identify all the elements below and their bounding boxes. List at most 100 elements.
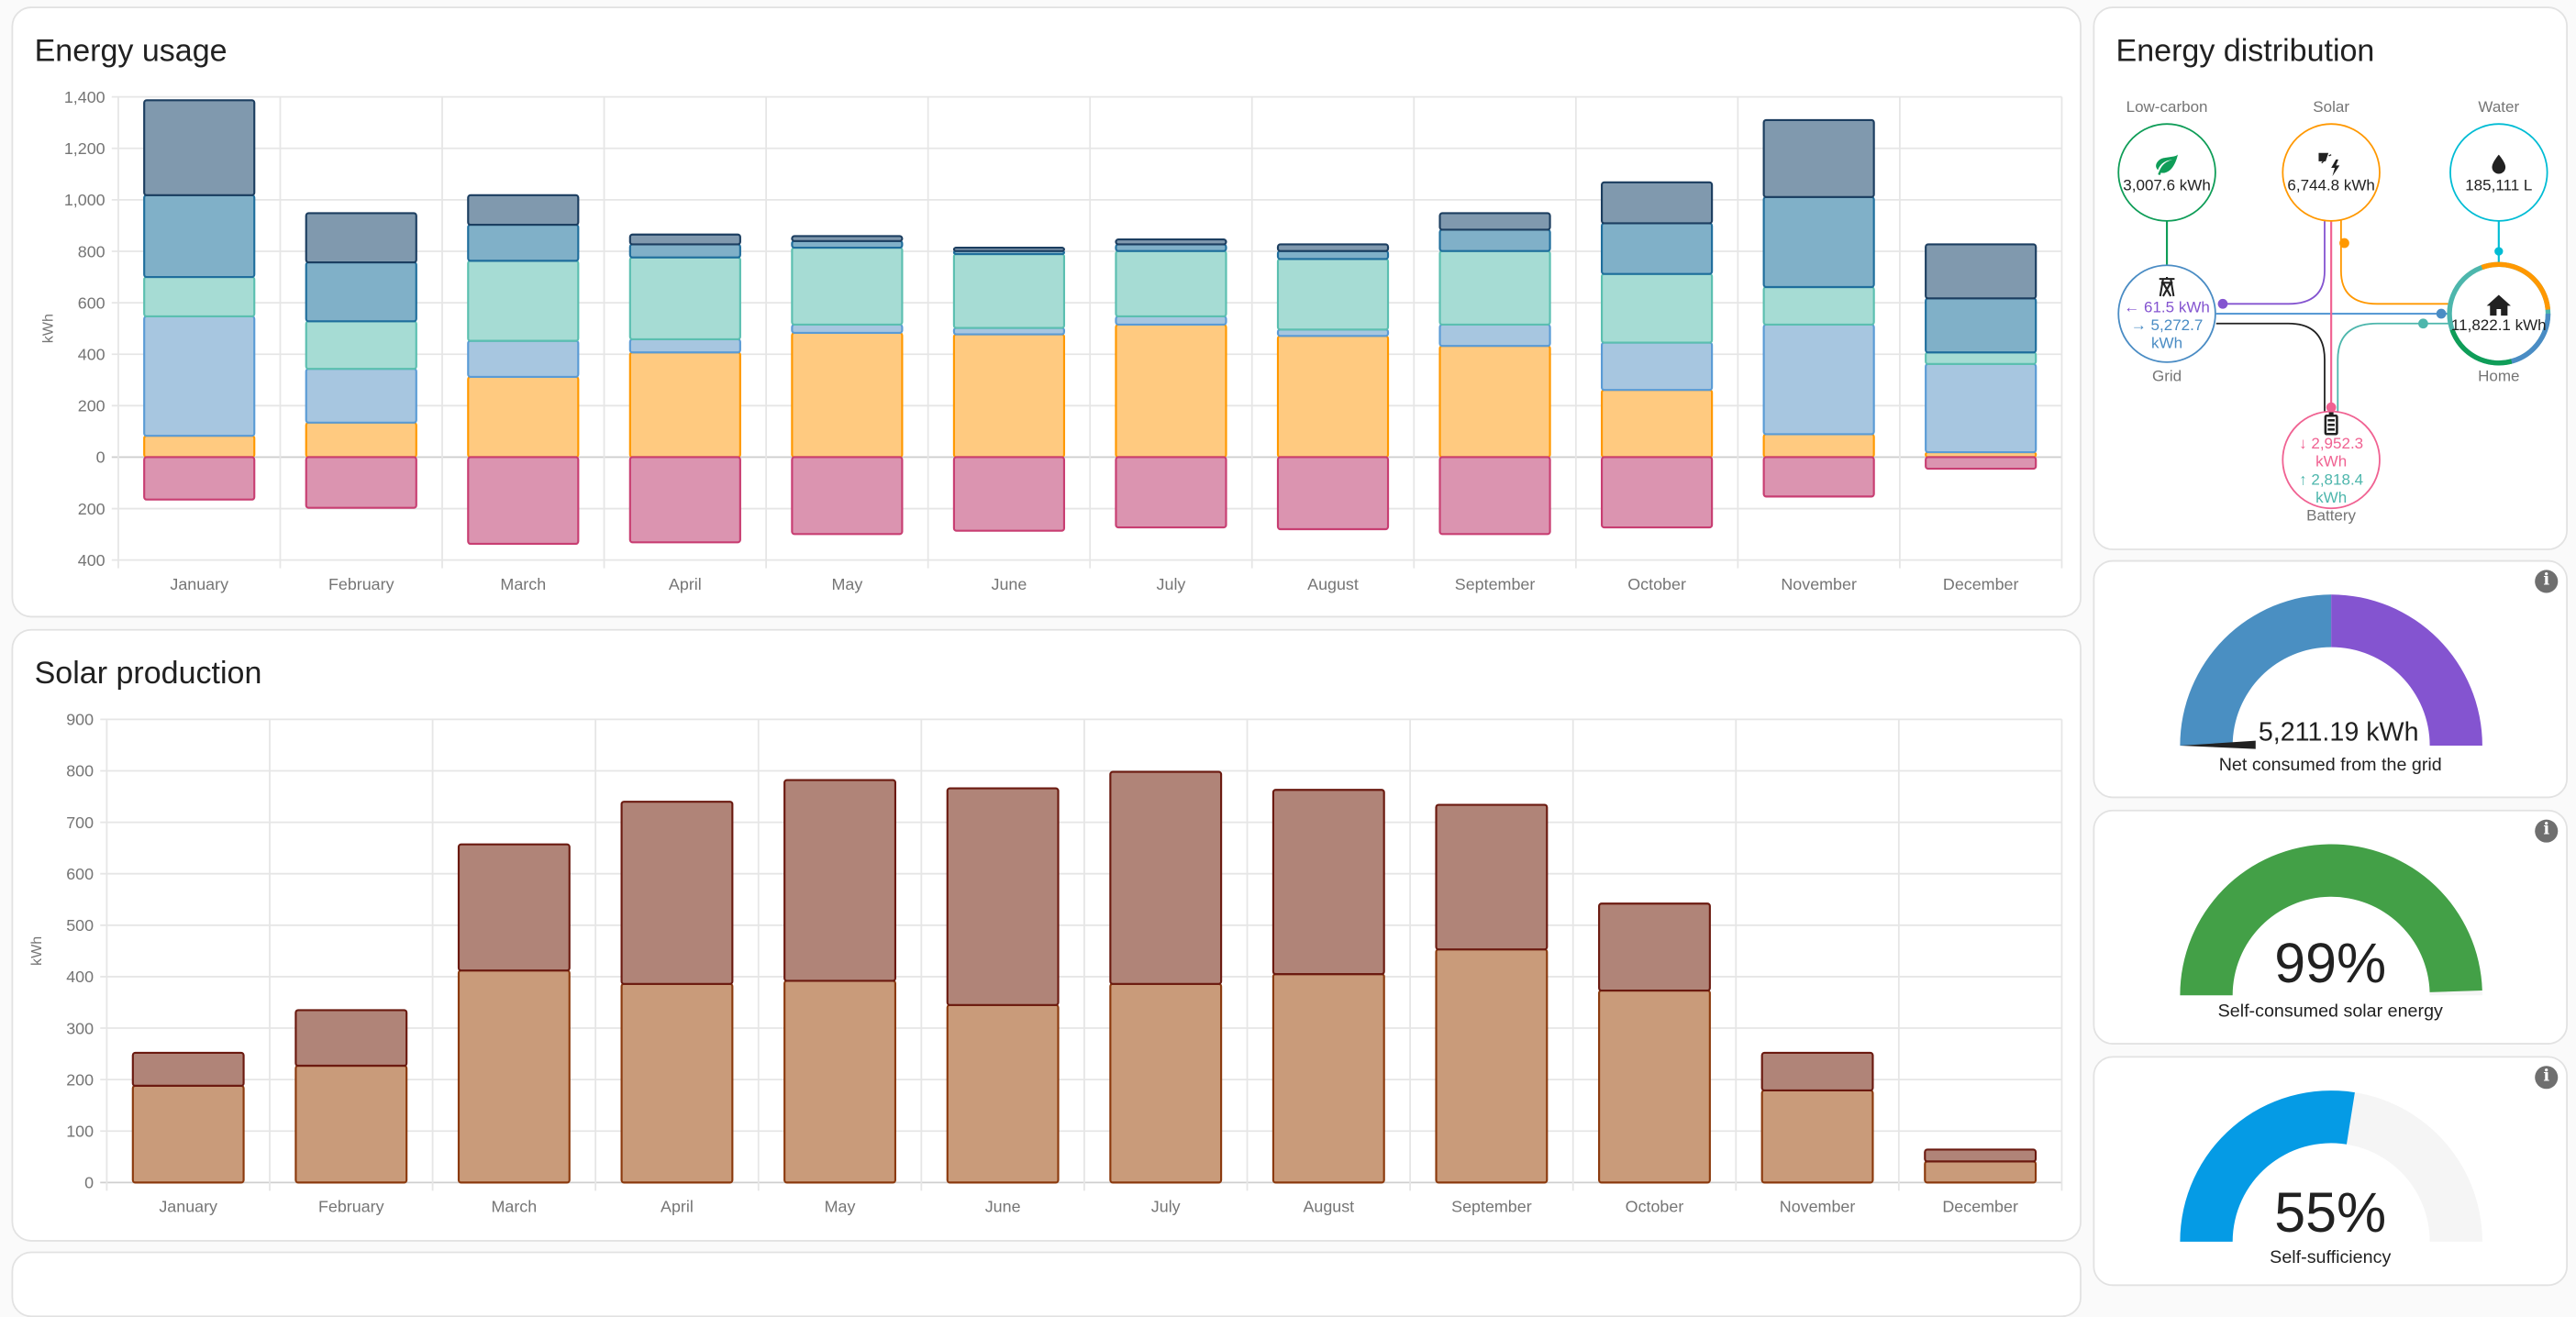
bar-segment: [467, 375, 580, 459]
bar-segment: [467, 260, 580, 342]
bar-segment: [1115, 323, 1227, 459]
x-tick-label: September: [1455, 575, 1536, 593]
bar-segment: [1598, 902, 1711, 992]
grid-to-value: → 5,272.7 kWh: [2130, 316, 2204, 354]
solar-value: 6,744.8 kWh: [2287, 176, 2375, 195]
info-icon[interactable]: i: [2535, 570, 2559, 593]
x-tick-label: September: [1451, 1198, 1532, 1216]
y-tick-label: 400: [66, 968, 94, 986]
bar-segment: [1600, 389, 1714, 459]
bar-segment: [791, 235, 904, 242]
bar-segment: [1760, 1089, 1874, 1184]
bar-segment: [1762, 118, 1875, 198]
low-carbon-node[interactable]: 3,007.6 kWh: [2117, 123, 2216, 222]
self-sufficiency-value: 55%: [2274, 1182, 2387, 1245]
bar-segment: [1600, 456, 1714, 529]
home-value: 11,822.1 kWh: [2450, 316, 2547, 336]
x-tick-label: April: [661, 1198, 694, 1216]
solar-production-title: Solar production: [34, 657, 262, 692]
info-icon[interactable]: i: [2535, 819, 2559, 843]
bar-segment: [1762, 433, 1875, 459]
bar-segment: [305, 456, 417, 509]
bar-segment: [1276, 249, 1390, 260]
x-tick-label: March: [492, 1198, 538, 1216]
x-tick-label: May: [825, 1198, 856, 1216]
bar-segment: [467, 224, 580, 262]
bar-segment: [467, 194, 580, 227]
bar-segment: [791, 246, 904, 326]
water-node[interactable]: 185,111 L: [2449, 123, 2548, 222]
self-consumed-value: 99%: [2274, 933, 2387, 996]
solar-production-card: Solar production 900 800 700 600 500 400 300 20…: [11, 628, 2082, 1242]
bar-segment: [791, 456, 904, 536]
home-label: Home: [2478, 368, 2520, 386]
bar-segment: [1600, 272, 1714, 344]
bar-segment: [1760, 1051, 1874, 1092]
solar-production-chart[interactable]: 900 800 700 600 500 400 300 200 100 0 kWh January Fe…: [13, 631, 2082, 1242]
x-tick-label: May: [831, 575, 862, 593]
y-tick-label: 200: [78, 500, 105, 518]
x-tick-label: August: [1303, 1198, 1354, 1216]
home-icon: [2486, 294, 2511, 316]
y-tick-label: 200: [66, 1070, 94, 1089]
grid-net-label: Net consumed from the grid: [2218, 755, 2442, 776]
y-tick-label: 200: [78, 397, 105, 415]
bar-segment: [1271, 789, 1385, 976]
bar-segment: [294, 1064, 408, 1184]
battery-in-value: ↓ 2,952.3 kWh: [2299, 435, 2364, 471]
bar-segment: [1600, 222, 1714, 275]
bar-segment: [783, 979, 897, 1184]
self-consumed-label: Self-consumed solar energy: [2217, 1002, 2443, 1022]
water-value: 185,111 L: [2465, 176, 2533, 195]
y-tick-label: 700: [66, 813, 94, 832]
bar-segment: [628, 233, 741, 246]
x-tick-label: December: [1942, 1198, 2018, 1216]
y-tick-label: 600: [66, 865, 94, 883]
bar-segment: [1435, 803, 1549, 951]
bar-segment: [952, 246, 1066, 252]
bar-segment: [1924, 1160, 2037, 1184]
next-card: [11, 1251, 2082, 1317]
bar-segment: [1762, 195, 1875, 289]
bar-segment: [143, 275, 256, 318]
bar-segment: [1762, 285, 1875, 326]
bar-segment: [952, 333, 1066, 459]
bar-segment: [1109, 982, 1223, 1184]
info-icon[interactable]: i: [2535, 1066, 2559, 1090]
flow-lines: [2165, 219, 2504, 413]
bar-segment: [1435, 948, 1549, 1184]
self-consumed-gauge-card: i 99% Self-consumed solar energy: [2093, 809, 2569, 1045]
solar-node[interactable]: 6,744.8 kWh: [2282, 123, 2381, 222]
bar-segment: [791, 331, 904, 459]
bar-segment: [294, 1009, 408, 1068]
bar-segment: [305, 212, 417, 264]
bar-segment: [952, 253, 1066, 329]
x-tick-label: January: [159, 1198, 217, 1216]
bar-segment: [1598, 990, 1711, 1184]
bar-segment: [1924, 1148, 2037, 1163]
self-sufficiency-label: Self-sufficiency: [2270, 1248, 2392, 1268]
bar-segment: [1925, 297, 2037, 354]
grid-from-value: ← 61.5 kWh: [2124, 298, 2210, 317]
water-label: Water: [2478, 98, 2520, 117]
bar-segment: [1925, 351, 2037, 365]
x-tick-label: June: [992, 575, 1027, 593]
low-carbon-label: Low-carbon: [2126, 98, 2208, 117]
home-node[interactable]: 11,822.1 kWh: [2449, 264, 2548, 362]
energy-usage-chart[interactable]: 1,400 1,200 1,000 800 600 400 200 0 200 400 kWh Jan…: [13, 8, 2082, 617]
y-tick-label: 1,400: [64, 88, 105, 106]
x-tick-label: August: [1307, 575, 1359, 593]
grid-node[interactable]: ← 61.5 kWh → 5,272.7 kWh: [2117, 264, 2216, 363]
bar-segment: [628, 456, 741, 544]
y-tick-label: 0: [84, 1174, 94, 1192]
bar-segment: [1115, 315, 1227, 326]
bar-segment: [1115, 249, 1227, 318]
self-sufficiency-gauge-card: i 55% Self-sufficiency: [2093, 1056, 2569, 1287]
bar-segment: [946, 1003, 1060, 1184]
bar-segment: [1762, 456, 1875, 498]
home-ring: [2447, 261, 2551, 366]
x-tick-label: January: [170, 575, 228, 593]
battery-node[interactable]: ↓ 2,952.3 kWh ↑ 2,818.4 kWh: [2282, 410, 2381, 510]
self-sufficiency-gauge: [2180, 1090, 2482, 1242]
y-tick-label: 100: [66, 1123, 94, 1141]
